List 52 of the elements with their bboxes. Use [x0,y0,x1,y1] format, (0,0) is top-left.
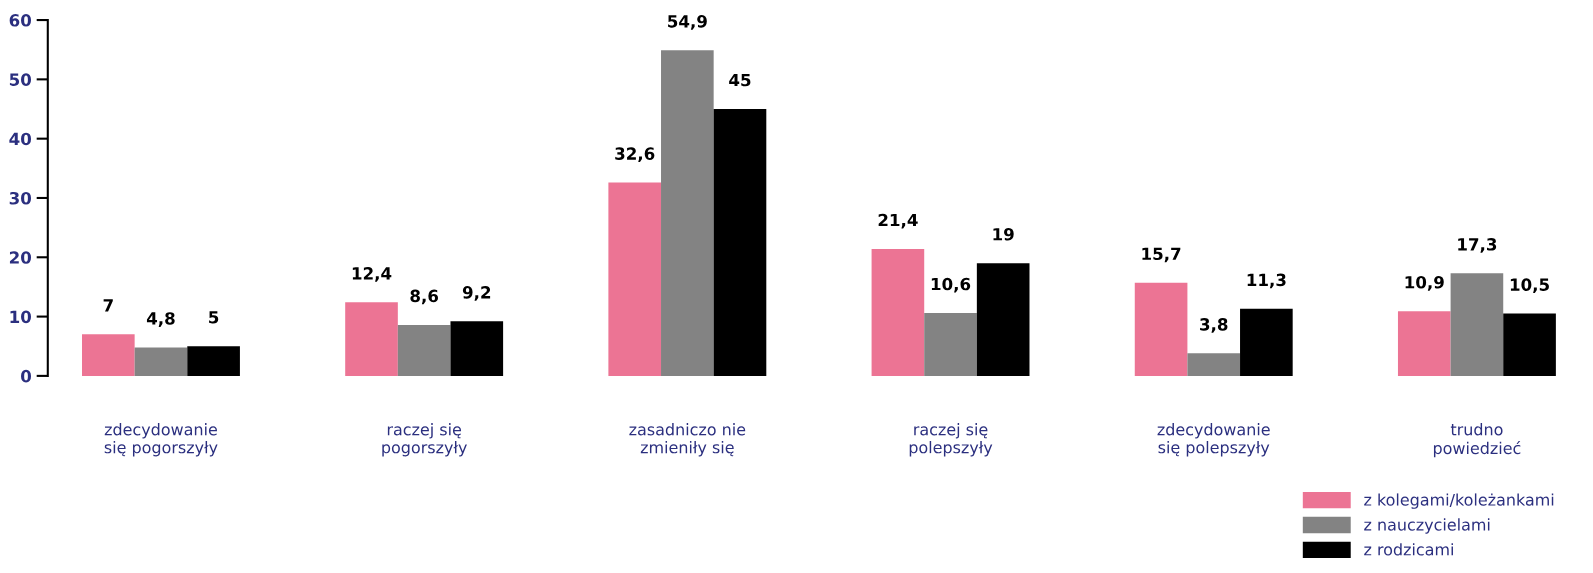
bar [608,182,662,376]
data-label: 19 [993,227,1014,241]
data-label: 21,4 [878,213,918,229]
bar [187,346,240,376]
bar [976,263,1030,376]
bar [1187,353,1241,376]
x-tick-label: zdecydowanie się polepszyły [1157,423,1270,457]
data-label: 3,8 [1200,318,1228,333]
x-tick-label: trudno powiedzieć [1433,423,1521,458]
data-label: 32,6 [615,147,655,163]
data-label: 12,4 [352,267,392,282]
data-label: 7 [103,299,113,312]
y-tick-label: 60 [9,14,32,27]
y-tick-label: 10 [10,310,32,324]
data-label: 10,5 [1510,278,1549,294]
y-tick-label: 50 [9,73,32,86]
data-label: 10,9 [1405,275,1444,291]
data-label: 8,6 [410,289,439,305]
y-tick-label: 40 [9,132,32,146]
bar [82,334,135,376]
bar [134,347,188,376]
data-label: 11,3 [1247,273,1286,289]
data-label: 17,3 [1458,238,1497,253]
bar [1503,313,1556,376]
y-tick-label: 30 [9,191,32,205]
legend-label: z rodzicami [1364,543,1453,556]
bar [1397,311,1451,376]
bar [1240,308,1293,376]
data-label: 10,6 [931,277,971,293]
bar [661,50,714,376]
x-tick-label: zasadniczo nie zmieniły się [629,423,746,457]
x-tick-label: raczej się polepszyły [909,423,993,457]
data-label: 5 [209,311,219,324]
bar [1134,282,1188,376]
bar [450,321,504,376]
data-label: 9,2 [462,286,491,301]
bar [1450,273,1504,376]
legend-label: z nauczycielami [1364,518,1490,534]
bar [924,313,977,376]
data-label: 45 [729,73,751,87]
data-label: 54,9 [668,15,707,30]
x-tick-label: raczej się pogorszyły [382,423,467,457]
bar [345,302,398,376]
bar [713,109,767,376]
bar [871,248,925,376]
legend-label: z kolegami/koleżankami [1364,493,1554,509]
x-tick-label: zdecydowanie się pogorszyły [104,423,218,457]
y-tick-label: 0 [21,369,32,383]
bar [397,324,451,376]
data-label: 15,7 [1142,247,1181,263]
y-tick-label: 20 [9,251,32,264]
data-label: 4,8 [146,312,175,327]
